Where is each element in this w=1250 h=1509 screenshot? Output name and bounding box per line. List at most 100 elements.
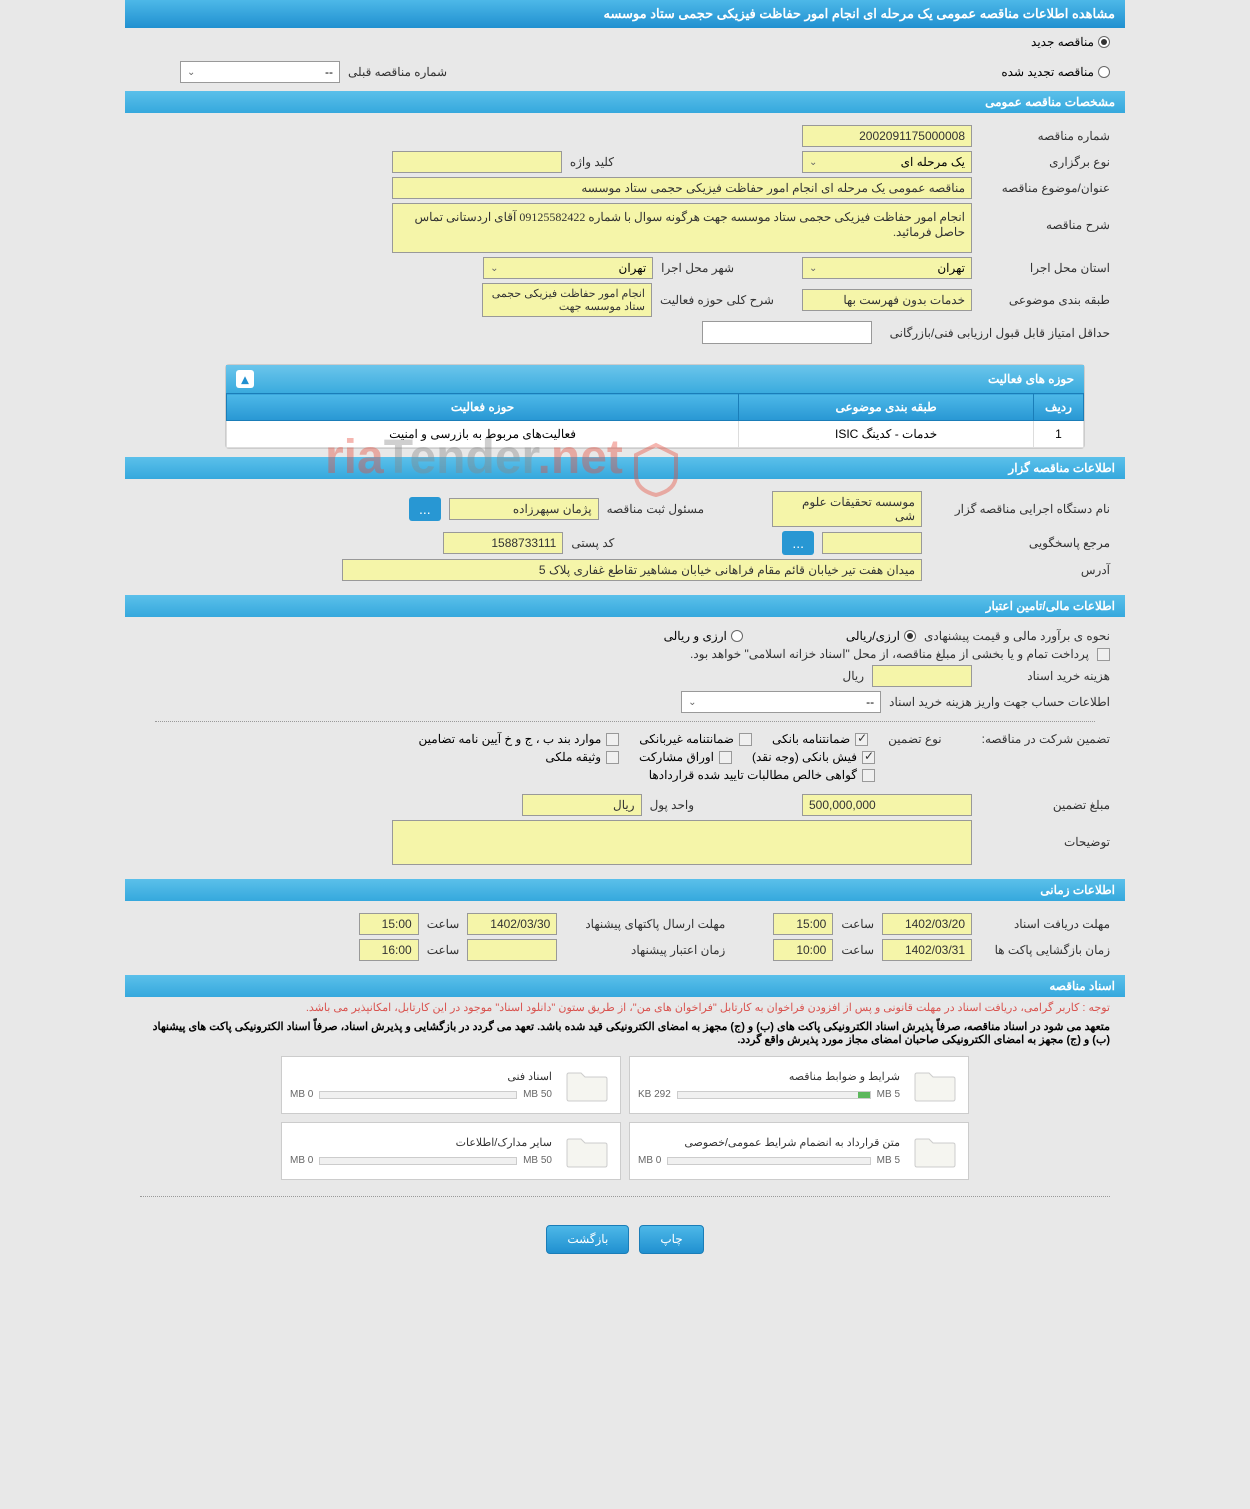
subject-label: عنوان/موضوع مناقصه [980,181,1110,195]
section-general-title: مشخصات مناقصه عمومی [125,91,1125,113]
radio-renewed-label: مناقصه تجدید شده [1001,65,1094,79]
doc-title: اسناد فنی [290,1070,552,1083]
responsible-field: پژمان سپهرزاده [449,498,599,520]
org-label: نام دستگاه اجرایی مناقصه گزار [930,502,1110,516]
open-label: زمان بازگشایی پاکت ها [980,943,1110,957]
city-select[interactable]: تهران ⌄ [483,257,653,279]
postal-field: 1588733111 [443,532,563,554]
cb-regulation[interactable] [606,733,619,746]
submit-label: مهلت ارسال پاکتهای پیشنهاد [565,917,725,931]
cb-nonbank-guarantee[interactable] [739,733,752,746]
valid-time: 16:00 [359,939,419,961]
receive-time: 15:00 [773,913,833,935]
contact-input[interactable] [822,532,922,554]
desc-label: شرح مناقصه [980,203,1110,232]
activity-scope-label: شرح کلی حوزه فعالیت [660,293,774,307]
address-field: میدان هفت تیر خیابان قائم مقام فراهانی خ… [342,559,922,581]
activities-title: حوزه های فعالیت [988,372,1074,386]
valid-date [467,939,557,961]
section-org-title: اطلاعات مناقصه گزار [125,457,1125,479]
amount-field: 500,000,000 [802,794,972,816]
doc-cost-input[interactable] [872,665,972,687]
cb-bonds[interactable] [719,751,732,764]
doc-card[interactable]: سایر مدارک/اطلاعات 50 MB 0 MB [281,1122,621,1180]
col-row: ردیف [1034,394,1084,421]
contact-more-button[interactable]: ... [782,531,814,555]
table-row: 1 خدمات - کدینگ ISIC فعالیت‌های مربوط به… [227,421,1084,448]
more-button[interactable]: ... [409,497,441,521]
tender-no-label: شماره مناقصه [980,129,1110,143]
province-label: استان محل اجرا [980,261,1110,275]
notes-label: توضیحات [980,820,1110,849]
open-date: 1402/03/31 [882,939,972,961]
radio-new-label: مناقصه جدید [1031,35,1094,49]
progress-bar [667,1157,870,1165]
cb-receivables[interactable] [862,769,875,782]
collapse-button[interactable]: ▴ [236,370,254,388]
address-label: آدرس [930,563,1110,577]
receive-label: مهلت دریافت اسناد [980,917,1110,931]
time-label-3: ساعت [841,943,874,957]
keyword-input[interactable] [392,151,562,173]
cb-bank-guarantee[interactable] [855,733,868,746]
chevron-down-icon: ⌄ [187,67,195,78]
col-activity: حوزه فعالیت [227,394,739,421]
subject-field: مناقصه عمومی یک مرحله ای انجام امور حفاظ… [392,177,972,199]
submit-time: 15:00 [359,913,419,935]
cb-property[interactable] [606,751,619,764]
cb-cash[interactable] [862,751,875,764]
radio-renewed-tender[interactable]: مناقصه تجدید شده [1001,65,1110,79]
activities-panel: حوزه های فعالیت ▴ ردیف طبقه بندی موضوعی … [225,364,1085,449]
chevron-down-icon: ⌄ [809,157,817,168]
folder-icon [910,1065,960,1105]
folder-icon [562,1065,612,1105]
type-label: نوع برگزاری [980,155,1110,169]
payment-checkbox[interactable] [1097,648,1110,661]
currency-field: ریال [522,794,642,816]
open-time: 10:00 [773,939,833,961]
account-select[interactable]: -- ⌄ [681,691,881,713]
submit-date: 1402/03/30 [467,913,557,935]
class-field: خدمات بدون فهرست بها [802,289,972,311]
section-docs-title: اسناد مناقصه [125,975,1125,997]
page-title: مشاهده اطلاعات مناقصه عمومی یک مرحله ای … [125,0,1125,28]
doc-card[interactable]: اسناد فنی 50 MB 0 MB [281,1056,621,1114]
currency-label: واحد پول [650,798,694,812]
receive-date: 1402/03/20 [882,913,972,935]
min-score-label: حداقل امتیاز قابل قبول ارزیابی فنی/بازرگ… [880,326,1110,340]
doc-grid: شرایط و ضوابط مناقصه 5 MB 292 KB اسناد ف… [125,1048,1125,1188]
print-button[interactable]: چاپ [639,1225,703,1254]
doc-card[interactable]: متن قرارداد به انضمام شرایط عمومی/خصوصی … [629,1122,969,1180]
prev-tender-select[interactable]: -- ⌄ [180,61,340,83]
radio-rial[interactable]: ارزی/ریالی [846,629,916,643]
province-select[interactable]: تهران ⌄ [802,257,972,279]
doc-title: متن قرارداد به انضمام شرایط عمومی/خصوصی [638,1136,900,1149]
guarantee-label: تضمین شرکت در مناقصه: [982,732,1110,746]
notice-red: توجه : کاربر گرامی، دریافت اسناد در مهلت… [125,997,1125,1018]
amount-label: مبلغ تضمین [980,798,1110,812]
radio-fx[interactable]: ارزی و ریالی [664,629,743,643]
guarantee-type-label: نوع تضمین [888,732,941,746]
postal-label: کد پستی [571,536,614,550]
notes-textarea[interactable] [392,820,972,865]
col-class: طبقه بندی موضوعی [739,394,1034,421]
chevron-down-icon: ⌄ [688,697,696,708]
org-field: موسسه تحقیقات علوم شی [772,491,922,527]
radio-new-tender[interactable]: مناقصه جدید [1031,35,1110,49]
chevron-down-icon: ⌄ [809,263,817,274]
desc-textarea[interactable] [392,203,972,253]
city-label: شهر محل اجرا [661,261,734,275]
keyword-label: کلید واژه [570,155,614,169]
folder-icon [910,1131,960,1171]
type-select[interactable]: یک مرحله ای ⌄ [802,151,972,173]
section-finance-title: اطلاعات مالی/تامین اعتبار [125,595,1125,617]
min-score-input[interactable] [702,321,872,344]
back-button[interactable]: بازگشت [546,1225,629,1254]
doc-card[interactable]: شرایط و ضوابط مناقصه 5 MB 292 KB [629,1056,969,1114]
chevron-down-icon: ⌄ [490,263,498,274]
time-label-4: ساعت [427,943,460,957]
method-label: نحوه ی برآورد مالی و قیمت پیشنهادی [924,629,1110,643]
payment-note: پرداخت تمام و یا بخشی از مبلغ مناقصه، از… [690,647,1089,661]
rial-unit: ریال [842,669,864,683]
account-label: اطلاعات حساب جهت واریز هزینه خرید اسناد [889,695,1110,709]
